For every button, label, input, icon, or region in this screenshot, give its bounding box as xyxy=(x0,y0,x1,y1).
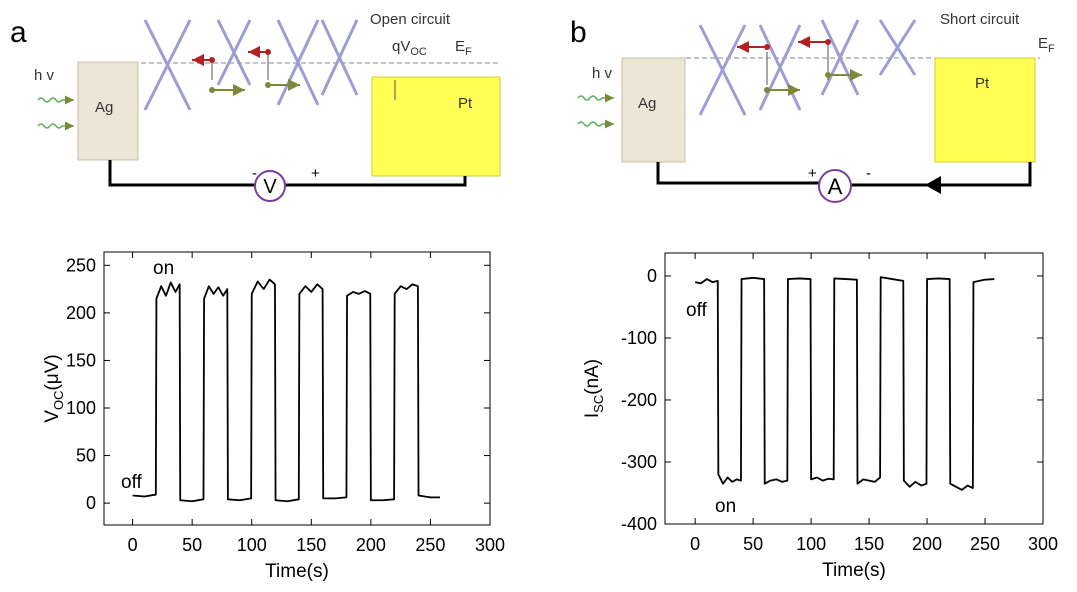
y-tick-label: 0 xyxy=(647,266,657,286)
energy-label: qVOC xyxy=(392,38,427,58)
y-label-main: V xyxy=(42,410,63,423)
diagram-title: Open circuit xyxy=(370,11,451,28)
panel-label: a xyxy=(10,16,27,49)
y-tick-label: 250 xyxy=(66,255,96,275)
y-tick-label: 0 xyxy=(86,493,96,513)
x-tick-label: 300 xyxy=(1028,534,1058,554)
y-label-unit: (μV) xyxy=(42,354,63,390)
x-tick-label: 200 xyxy=(912,534,942,554)
y-label-sub: SC xyxy=(591,395,606,413)
fermi-main: E xyxy=(1038,35,1048,52)
pt-block xyxy=(935,58,1035,162)
x-tick-label: 200 xyxy=(356,535,386,555)
x-axis-label: Time(s) xyxy=(822,560,886,581)
y-tick-label: 150 xyxy=(66,350,96,370)
fermi-sub: F xyxy=(1048,43,1055,55)
y-tick-label: -100 xyxy=(621,328,657,348)
annotation: off xyxy=(686,300,708,321)
panel-label: b xyxy=(570,16,587,49)
photon-label: h v xyxy=(592,65,613,82)
plot-frame xyxy=(104,252,490,525)
x-tick-label: 300 xyxy=(475,535,505,555)
meter-label: V xyxy=(263,176,277,198)
x-tick-label: 150 xyxy=(296,535,326,555)
figure: a Open circuit qVOC EF h v Ag Pt xyxy=(0,0,1077,592)
y-axis-label: VOC(μV) xyxy=(42,354,66,422)
data-line xyxy=(133,280,440,502)
meter-label: A xyxy=(828,174,843,199)
y-tick-label: -300 xyxy=(621,452,657,472)
metal-label: Ag xyxy=(95,99,113,116)
y-label-sub: OC xyxy=(51,391,66,411)
plot-frame xyxy=(665,253,1043,524)
spin-arrows xyxy=(192,49,300,93)
x-tick-label: 100 xyxy=(237,535,267,555)
annotation: on xyxy=(153,258,174,279)
annotation: on xyxy=(715,496,736,517)
photons xyxy=(578,96,614,126)
x-tick-label: 0 xyxy=(128,535,138,555)
y-tick-label: -200 xyxy=(621,390,657,410)
bands xyxy=(700,20,915,115)
x-tick-label: 50 xyxy=(743,534,763,554)
fermi-label: EF xyxy=(455,38,472,58)
diagram-a: a Open circuit qVOC EF h v Ag Pt xyxy=(10,11,500,201)
y-axis-label: ISC(nA) xyxy=(582,359,606,418)
y-tick-label: -400 xyxy=(621,514,657,534)
metal-label: Pt xyxy=(458,95,473,112)
data-line xyxy=(695,277,994,490)
fermi-sub: F xyxy=(465,46,472,58)
y-label-unit: (nA) xyxy=(582,359,603,395)
y-tick-label: 200 xyxy=(66,303,96,323)
diagram-title: Short circuit xyxy=(940,11,1020,28)
diagram-b: b Short circuit EF h v Ag Pt A xyxy=(570,11,1055,202)
x-axis-label: Time(s) xyxy=(265,561,329,582)
energy-main: qV xyxy=(392,38,410,55)
x-tick-label: 150 xyxy=(854,534,884,554)
x-tick-label: 50 xyxy=(182,535,202,555)
energy-sub: OC xyxy=(410,46,427,58)
fermi-main: E xyxy=(455,38,465,55)
fermi-label: EF xyxy=(1038,35,1055,55)
current-arrow xyxy=(925,176,941,194)
y-tick-label: 100 xyxy=(66,398,96,418)
x-tick-label: 250 xyxy=(970,534,1000,554)
photon-label: h v xyxy=(34,67,55,84)
x-tick-label: 100 xyxy=(796,534,826,554)
sign: - xyxy=(866,165,871,182)
y-tick-label: 50 xyxy=(76,446,96,466)
pt-block xyxy=(372,77,500,176)
metal-label: Ag xyxy=(638,95,656,112)
photons xyxy=(38,98,74,128)
sign: - xyxy=(252,165,257,182)
sign: + xyxy=(808,165,817,182)
bands xyxy=(145,20,357,110)
sign: + xyxy=(311,165,320,182)
x-tick-label: 250 xyxy=(415,535,445,555)
metal-label: Pt xyxy=(975,75,990,92)
annotation: off xyxy=(121,472,143,493)
x-tick-label: 0 xyxy=(690,534,700,554)
